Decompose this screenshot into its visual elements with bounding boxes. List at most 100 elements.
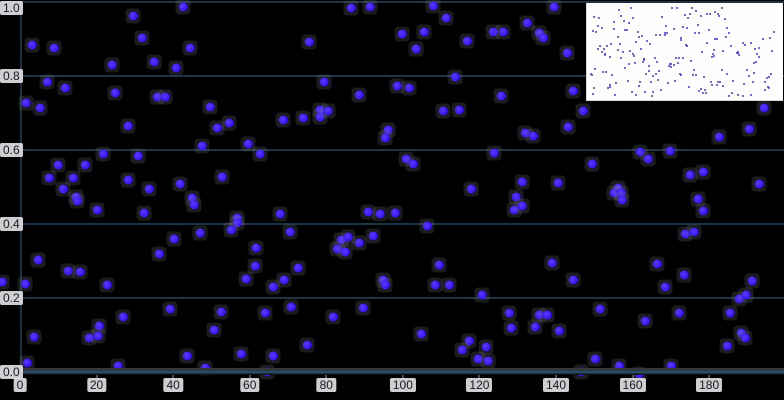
data-point [186,197,202,213]
inset-data-point [692,69,695,72]
data-point [695,164,711,180]
inset-data-point [628,21,631,24]
data-point [438,10,454,26]
x-tick-label-80: 80 [316,378,336,392]
inset-data-point [743,82,746,85]
inset-data-point [614,93,617,96]
data-point [676,267,692,283]
data-point [172,176,188,192]
data-point-dot [428,1,438,11]
data-point-dot [689,227,699,237]
data-point-dot [578,106,588,116]
data-point-dot [275,209,285,219]
inset-data-point [722,49,725,52]
y-tick-label-1: 1.0 [0,1,23,15]
data-point [32,100,48,116]
data-point [206,322,222,338]
inset-data-point [698,89,701,92]
data-point-dot [520,128,530,138]
data-point-dot [595,304,605,314]
data-point [662,143,678,159]
data-point [89,202,105,218]
inset-data-point [764,80,767,83]
data-point [99,277,115,293]
inset-data-point [638,36,641,39]
data-point-dot [483,356,493,366]
data-point-dot [251,243,261,253]
data-point [441,277,457,293]
inset-data-point [679,38,682,41]
data-point [46,40,62,56]
data-point-dot [293,263,303,273]
data-point-dot [441,13,451,23]
data-point-dot [102,280,112,290]
inset-data-point [623,28,626,31]
data-point-dot [365,2,375,12]
data-point-dot [185,43,195,53]
data-point-dot [123,121,133,131]
inset-data-point [624,66,627,69]
data-point [565,272,581,288]
data-point [283,299,299,315]
data-point-dot [534,28,544,38]
inset-data-point [742,42,745,45]
inset-data-point [599,45,602,48]
data-point-dot [397,29,407,39]
inset-data-point [610,42,613,45]
inset-data-point [719,81,722,84]
inset-data-point [594,31,597,34]
inset-data-point [767,85,769,88]
inset-data-point [695,74,698,77]
inset-data-point [706,13,709,16]
data-point-dot [522,18,532,28]
x-tick-mark-40 [172,375,175,380]
data-point-dot [217,172,227,182]
data-point [194,138,210,154]
data-point [394,26,410,42]
data-point [115,309,131,325]
data-point [649,256,665,272]
data-point [130,148,146,164]
data-point [431,257,447,273]
data-point [120,172,136,188]
data-point-dot [72,196,82,206]
inset-data-point [619,14,622,17]
inset-data-point [660,88,663,91]
inset-data-point [615,81,618,84]
data-point-dot [411,44,421,54]
data-point [351,235,367,251]
inset-data-point [669,66,672,69]
data-point-dot [205,102,215,112]
inset-data-point [626,79,629,82]
data-point [213,304,229,320]
inset-data-point [591,92,594,95]
data-point [480,353,496,369]
inset-data-point [730,44,733,47]
inset-data-point [706,42,709,45]
inset-data-point [654,72,657,75]
inset-data-point [693,32,696,35]
data-point-dot [401,154,411,164]
inset-data-point [737,53,740,56]
inset-data-point [667,65,670,68]
data-point [125,8,141,24]
data-point-dot [195,228,205,238]
data-point [265,279,281,295]
data-point-dot [562,48,572,58]
inset-data-point [622,20,625,23]
x-tick-label-140: 140 [542,378,570,392]
data-point-dot [457,345,467,355]
data-point [493,88,509,104]
data-point [19,355,35,371]
data-point-dot [152,92,162,102]
data-point [41,170,57,186]
data-point-dot [674,308,684,318]
data-point [77,157,93,173]
data-point-dot [20,279,30,289]
data-point [182,40,198,56]
data-point [120,118,136,134]
data-point-dot [404,83,414,93]
data-point-dot [182,351,192,361]
data-point [575,103,591,119]
data-point-dot [232,213,242,223]
